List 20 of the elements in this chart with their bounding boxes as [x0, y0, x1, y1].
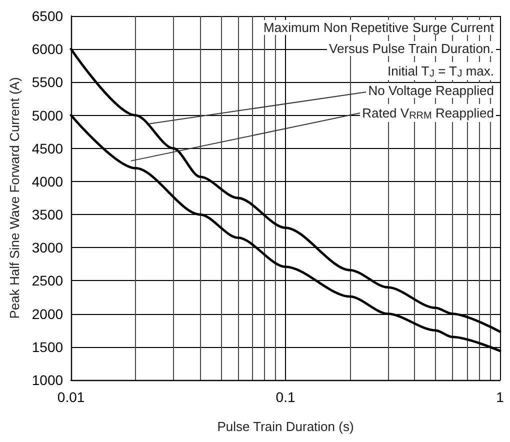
y-axis-title: Peak Half Sine Wave Forward Current (A): [7, 77, 22, 319]
y-tick-label: 6500: [32, 8, 64, 24]
x-tick-label: 0.1: [276, 389, 296, 405]
y-tick-label: 3000: [32, 240, 64, 256]
y-tick-label: 2000: [32, 306, 64, 322]
y-tick-label: 6000: [32, 41, 64, 58]
y-tick-label: 5500: [32, 74, 64, 90]
x-axis-title: Pulse Train Duration (s): [217, 419, 354, 434]
annotation: Versus Pulse Train Duration.: [329, 41, 494, 56]
y-tick-label: 1500: [32, 338, 64, 355]
y-tick-label: 4000: [32, 173, 64, 190]
y-tick-label: 5000: [32, 107, 64, 124]
y-tick-label: 2500: [32, 272, 64, 289]
x-tick-label: 0.01: [57, 389, 85, 405]
x-tick-label: 1: [496, 389, 504, 405]
annotation: No Voltage Reapplied: [368, 83, 494, 98]
annotation: Maximum Non Repetitive Surge Current: [264, 20, 494, 35]
y-tick-label: 4500: [32, 140, 64, 156]
y-tick-label: 1000: [32, 372, 64, 388]
y-tick-label: 3500: [32, 206, 64, 223]
